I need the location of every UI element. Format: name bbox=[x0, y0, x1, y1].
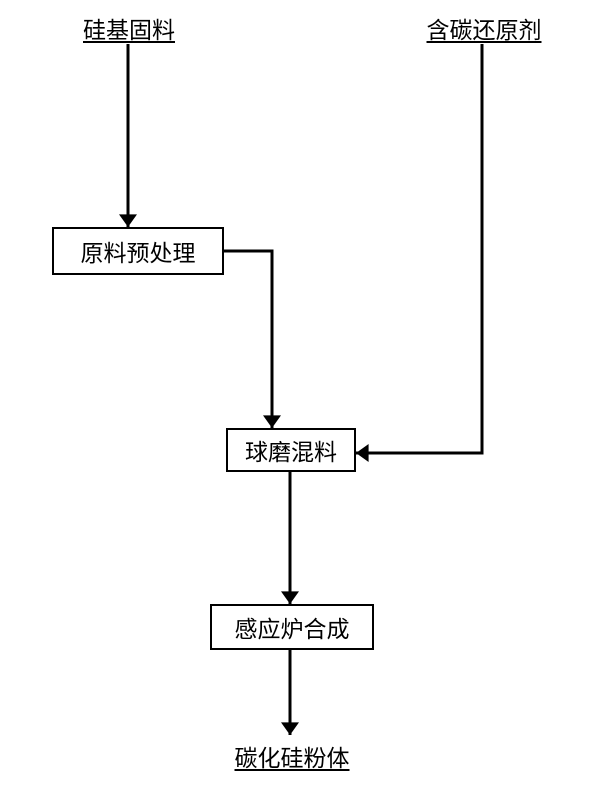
node-input1-label: 硅基固料 bbox=[83, 11, 175, 45]
node-output: 碳化硅粉体 bbox=[222, 740, 362, 772]
node-step1-label: 原料预处理 bbox=[81, 234, 196, 268]
node-input2-label: 含碳还原剂 bbox=[427, 11, 542, 45]
node-step2: 球磨混料 bbox=[226, 428, 356, 472]
node-step3: 感应炉合成 bbox=[210, 604, 374, 650]
node-step3-label: 感应炉合成 bbox=[235, 610, 350, 644]
node-output-label: 碳化硅粉体 bbox=[235, 739, 350, 773]
edges-layer bbox=[0, 0, 600, 811]
node-input1: 硅基固料 bbox=[74, 12, 184, 44]
node-step2-label: 球磨混料 bbox=[245, 433, 337, 467]
node-input2: 含碳还原剂 bbox=[414, 12, 554, 44]
node-step1: 原料预处理 bbox=[52, 227, 224, 275]
